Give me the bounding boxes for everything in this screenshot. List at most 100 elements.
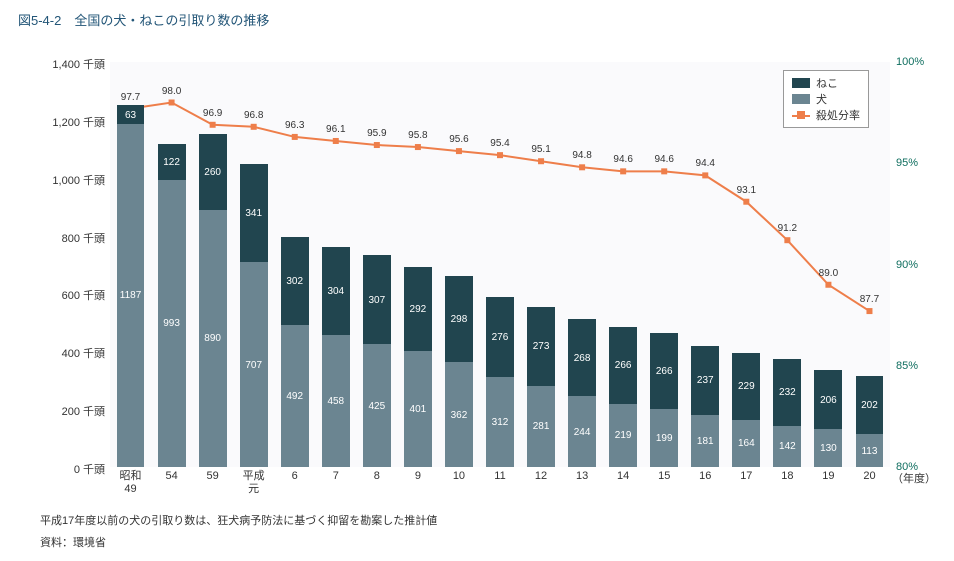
- rate-marker: [333, 138, 339, 144]
- bar-value-dog: 181: [697, 436, 714, 447]
- line-value-label: 87.7: [860, 294, 879, 305]
- bar-dog: 890: [199, 210, 227, 467]
- bar-value-dog: 890: [204, 333, 221, 344]
- bar-value-cat: 307: [368, 295, 385, 306]
- bar-cat: 237: [691, 346, 719, 415]
- x-tick-label: 12: [535, 470, 547, 483]
- bar-value-dog: 164: [738, 438, 755, 449]
- bar-group: 707 341: [240, 164, 268, 467]
- bar-group: 244 268: [568, 319, 596, 467]
- x-tick-label: 7: [333, 470, 339, 483]
- line-value-label: 94.6: [654, 154, 673, 165]
- x-tick-label: 昭和 49: [120, 470, 142, 496]
- bar-group: 1187 63: [117, 105, 145, 467]
- y1-tick-label: 1,200 千頭: [40, 114, 105, 130]
- rate-marker: [579, 164, 585, 170]
- line-value-label: 96.3: [285, 120, 304, 131]
- bar-group: 142 232: [773, 359, 801, 467]
- line-value-label: 97.7: [121, 92, 140, 103]
- rate-marker: [866, 308, 872, 314]
- bar-value-dog: 362: [451, 410, 468, 421]
- bar-cat: 266: [650, 333, 678, 410]
- x-tick-label: 19: [822, 470, 834, 483]
- bar-dog: 113: [856, 434, 884, 467]
- bar-group: 362 298: [445, 276, 473, 467]
- legend-swatch-rate: [792, 110, 810, 120]
- line-value-label: 94.8: [572, 150, 591, 161]
- bar-dog: 492: [281, 325, 309, 467]
- y1-tick-label: 1,000 千頭: [40, 172, 105, 188]
- bar-value-dog: 130: [820, 443, 837, 454]
- rate-marker: [743, 199, 749, 205]
- y2-tick-label: 85%: [896, 360, 936, 372]
- bar-value-dog: 492: [286, 391, 303, 402]
- rate-marker: [784, 237, 790, 243]
- legend-swatch-cat: [792, 78, 810, 88]
- bar-value-dog: 244: [574, 427, 591, 438]
- x-tick-label: 13: [576, 470, 588, 483]
- line-value-label: 96.9: [203, 108, 222, 119]
- bar-cat: 232: [773, 359, 801, 426]
- bar-cat: 341: [240, 164, 268, 263]
- x-tick-label: 59: [207, 470, 219, 483]
- line-value-label: 91.2: [778, 223, 797, 234]
- bar-value-dog: 113: [861, 446, 877, 457]
- line-value-label: 93.1: [737, 185, 756, 196]
- bar-value-dog: 401: [410, 404, 427, 415]
- bar-group: 492 302: [281, 237, 309, 467]
- bar-cat: 206: [814, 370, 842, 430]
- bar-dog: 142: [773, 426, 801, 467]
- bar-value-dog: 142: [779, 441, 796, 452]
- bar-value-cat: 292: [410, 304, 427, 315]
- bar-cat: 302: [281, 237, 309, 324]
- y2-tick-label: 90%: [896, 259, 936, 271]
- x-tick-label: 20: [863, 470, 875, 483]
- x-axis-suffix: （年度）: [892, 470, 936, 486]
- bar-dog: 199: [650, 409, 678, 467]
- bar-value-cat: 266: [615, 360, 632, 371]
- legend-item-cat: ねこ: [792, 75, 860, 91]
- bar-value-dog: 458: [327, 396, 344, 407]
- y2-tick-label: 100%: [896, 56, 936, 68]
- line-value-label: 96.8: [244, 110, 263, 121]
- bar-cat: 298: [445, 276, 473, 362]
- bar-cat: 229: [732, 353, 760, 419]
- bar-value-cat: 202: [861, 400, 878, 411]
- bar-dog: 1187: [117, 124, 145, 467]
- bar-value-cat: 229: [738, 381, 755, 392]
- bar-value-cat: 232: [779, 387, 796, 398]
- x-tick-label: 17: [740, 470, 752, 483]
- bar-value-cat: 341: [245, 208, 262, 219]
- line-value-label: 95.4: [490, 138, 509, 149]
- bar-dog: 244: [568, 396, 596, 467]
- bar-value-dog: 199: [656, 433, 673, 444]
- rate-marker: [702, 172, 708, 178]
- x-tick-label: 平成 元: [243, 470, 265, 496]
- line-value-label: 96.1: [326, 124, 345, 135]
- bar-group: 281273: [527, 307, 555, 467]
- bar-cat: 307: [363, 255, 391, 344]
- bar-cat: 202: [856, 376, 884, 434]
- bar-dog: 181: [691, 415, 719, 467]
- legend-item-dog: 犬: [792, 91, 860, 107]
- bar-dog: 707: [240, 262, 268, 467]
- bar-cat: 122: [158, 144, 186, 179]
- bar-value-dog: 993: [163, 318, 180, 329]
- line-value-label: 94.6: [613, 154, 632, 165]
- bar-value-cat: 268: [574, 353, 591, 364]
- bar-cat: 63: [117, 105, 145, 123]
- x-tick-label: 54: [165, 470, 177, 483]
- x-tick-label: 10: [453, 470, 465, 483]
- bar-cat: 266: [609, 327, 637, 404]
- bar-value-dog: 1187: [120, 290, 142, 301]
- bar-group: 993 122: [158, 144, 186, 467]
- rate-marker: [538, 158, 544, 164]
- rate-marker: [251, 124, 257, 130]
- bar-cat: 268: [568, 319, 596, 397]
- chart-plot-area: 11876397.799312298.089026096.970734196.8…: [110, 62, 890, 467]
- bar-value-cat: 63: [125, 110, 136, 121]
- rate-marker: [210, 122, 216, 128]
- rate-marker: [661, 168, 667, 174]
- line-value-label: 89.0: [819, 268, 838, 279]
- x-tick-label: 14: [617, 470, 629, 483]
